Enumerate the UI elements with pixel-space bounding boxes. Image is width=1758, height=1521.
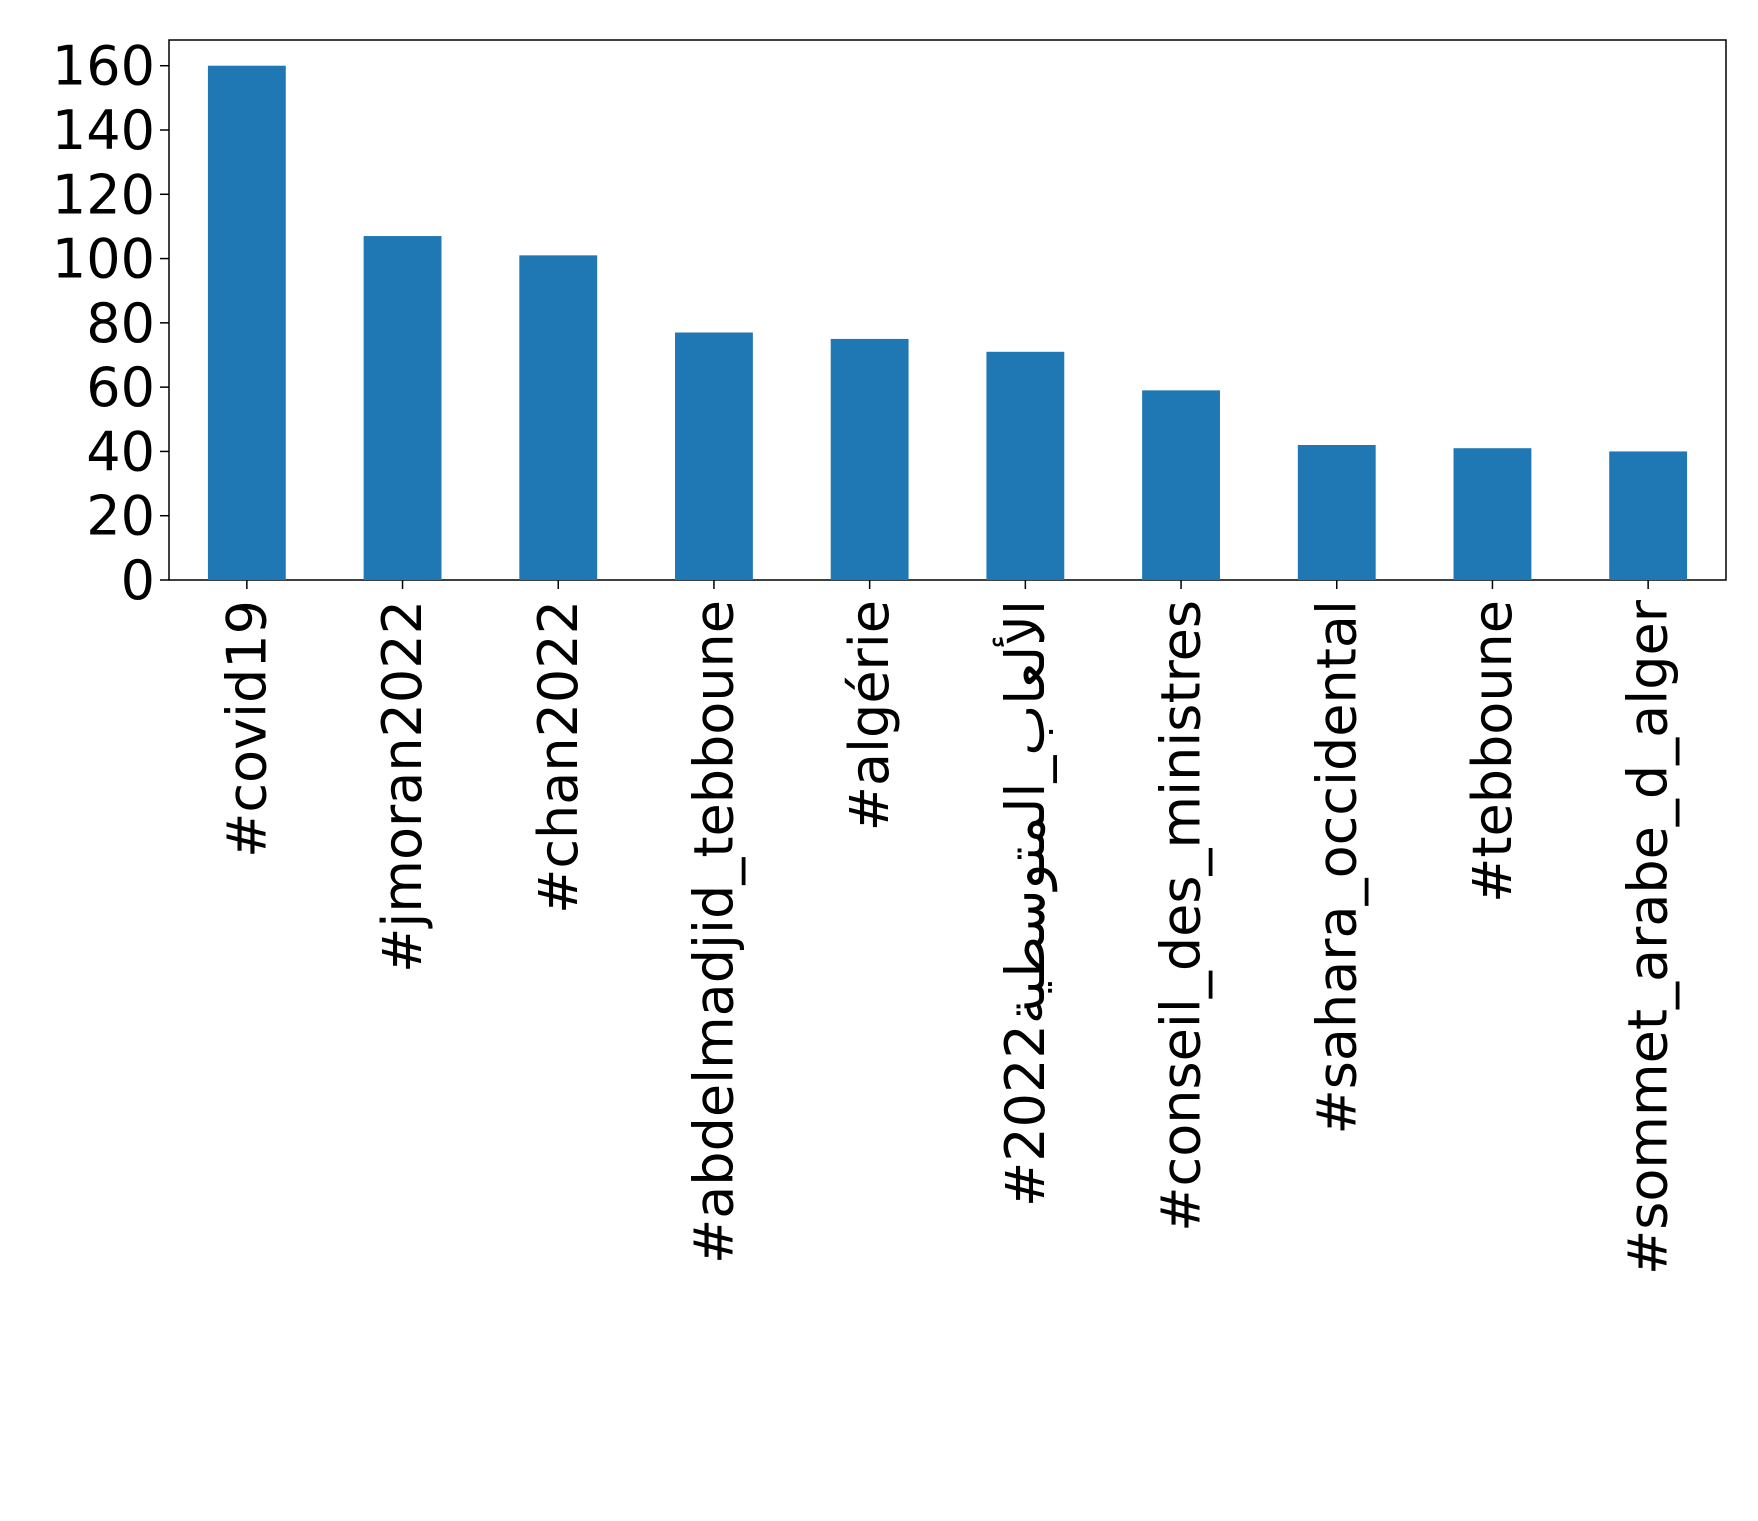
bar-9 [1453, 448, 1532, 580]
bar-5 [830, 338, 909, 580]
x-tick-label: #abdelmadjid_tebboune [682, 600, 745, 1264]
x-tick-label: #الألعاب_المتوسطية2022 [992, 600, 1057, 1207]
y-tick-label: 60 [86, 356, 155, 419]
y-tick-label: 120 [52, 163, 155, 226]
bar-1 [207, 65, 286, 580]
bar-4 [675, 332, 753, 580]
y-tick-label: 100 [52, 228, 155, 291]
x-tick-label: #sommet_arabe_d_alger [1617, 599, 1680, 1275]
x-axis: #covid19 #jmoran2022 #chan2022 #abdelmadjid… [215, 580, 1680, 1275]
x-tick-label: #conseil_des_ministres [1150, 600, 1213, 1232]
bar-8 [1297, 445, 1376, 580]
bar-6 [986, 351, 1065, 580]
y-tick-label: 40 [86, 420, 155, 483]
x-tick-label: #algérie [838, 600, 901, 831]
bar-2 [363, 236, 442, 581]
y-tick-label: 80 [86, 292, 155, 355]
x-tick-label: #chan2022 [527, 600, 590, 914]
y-tick-label: 20 [86, 485, 155, 548]
x-tick-label: #jmoran2022 [371, 600, 434, 973]
bar-10 [1609, 451, 1688, 580]
x-tick-label: #covid19 [215, 600, 278, 858]
bar-7 [1142, 390, 1220, 580]
y-tick-label: 140 [52, 99, 155, 162]
bar-3 [519, 255, 598, 580]
x-tick-label: #tebboune [1461, 600, 1524, 903]
bars-layer [207, 65, 1688, 581]
x-tick-label: #sahara_occidental [1305, 600, 1368, 1135]
y-tick-label: 160 [52, 35, 155, 98]
y-tick-label: 0 [121, 549, 155, 612]
